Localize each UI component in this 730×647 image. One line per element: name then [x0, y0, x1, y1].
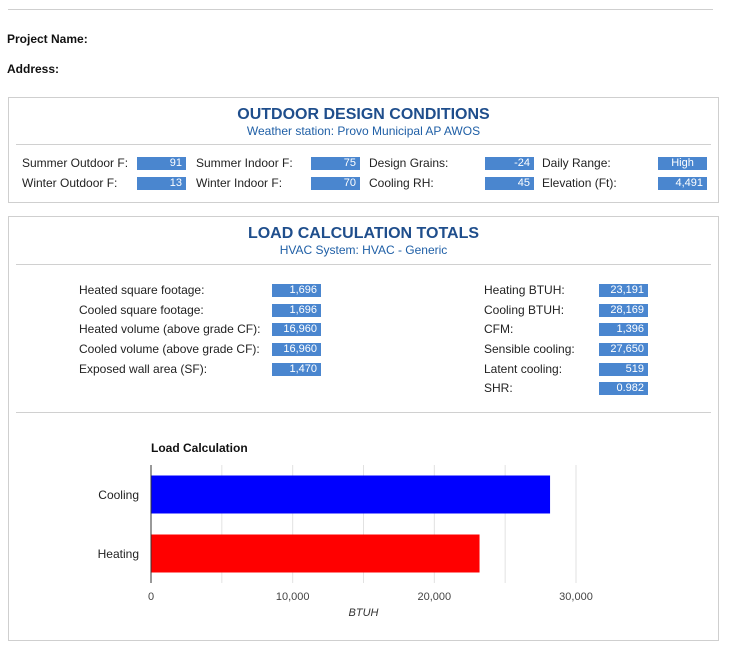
cooled-sqft-label: Cooled square footage: — [79, 303, 204, 317]
daily-range-label: Daily Range: — [542, 156, 611, 170]
load-calculation-chart: Load Calculation Cooling Heating 0 10,000 20… — [69, 435, 629, 635]
x-axis-title: BTUH — [348, 607, 379, 619]
shr-value: 0.982 — [599, 382, 648, 395]
top-edge-marks — [578, 0, 664, 4]
design-grains-label: Design Grains: — [369, 156, 449, 170]
category-label-heating: Heating — [97, 546, 139, 561]
exposed-wall-label: Exposed wall area (SF): — [79, 362, 208, 376]
cooling-rh-label: Cooling RH: — [369, 176, 434, 190]
cfm-value: 1,396 — [599, 323, 648, 336]
x-tick-label: 30,000 — [559, 591, 593, 603]
sensible-cooling-value: 27,650 — [599, 343, 648, 356]
outdoor-divider — [16, 144, 711, 145]
summer-outdoor-value: 91 — [137, 157, 186, 170]
winter-outdoor-value: 13 — [137, 177, 186, 190]
design-grains-value: -24 — [485, 157, 534, 170]
hvac-system-subtitle: HVAC System: HVAC - Generic — [279, 243, 448, 257]
winter-indoor-value: 70 — [311, 177, 360, 190]
outdoor-design-conditions-panel: OUTDOOR DESIGN CONDITIONS Weather statio… — [8, 97, 719, 203]
bar-heating — [151, 534, 480, 573]
x-tick-label: 10,000 — [275, 591, 310, 603]
cooled-sqft-value: 1,696 — [272, 304, 321, 317]
heating-btuh-label: Heating BTUH: — [484, 283, 565, 297]
winter-indoor-label: Winter Indoor F: — [196, 176, 283, 190]
winter-outdoor-label: Winter Outdoor F: — [22, 176, 118, 190]
bar-cooling — [151, 475, 551, 514]
address-label: Address: — [7, 62, 60, 76]
chart-plot-area — [150, 465, 577, 583]
daily-range-value: High — [658, 157, 707, 170]
project-name-label: Project Name: — [7, 32, 88, 46]
latent-cooling-value: 519 — [599, 363, 648, 376]
load-divider-top — [16, 264, 711, 265]
latent-cooling-label: Latent cooling: — [484, 362, 563, 376]
elevation-label: Elevation (Ft): — [542, 176, 617, 190]
load-divider-bottom — [16, 412, 711, 413]
load-title: LOAD CALCULATION TOTALS — [247, 225, 480, 242]
heated-volume-label: Heated volume (above grade CF): — [79, 322, 261, 336]
category-label-cooling: Cooling — [98, 487, 139, 502]
summer-indoor-value: 75 — [311, 157, 360, 170]
x-tick-label: 20,000 — [417, 591, 452, 603]
cooled-volume-label: Cooled volume (above grade CF): — [79, 342, 260, 356]
exposed-wall-value: 1,470 — [272, 363, 321, 376]
cfm-label: CFM: — [484, 322, 514, 336]
header-rule — [8, 9, 713, 10]
cooling-btuh-value: 28,169 — [599, 304, 648, 317]
heating-btuh-value: 23,191 — [599, 284, 648, 297]
weather-station-subtitle: Weather station: Provo Municipal AP AWOS — [246, 124, 481, 138]
cooling-btuh-label: Cooling BTUH: — [484, 303, 565, 317]
outdoor-title: OUTDOOR DESIGN CONDITIONS — [237, 106, 490, 123]
load-calculation-totals-panel: LOAD CALCULATION TOTALS HVAC System: HVA… — [8, 216, 719, 641]
x-tick-label: 0 — [147, 591, 155, 603]
cooling-rh-value: 45 — [485, 177, 534, 190]
heated-sqft-label: Heated square footage: — [79, 283, 205, 297]
shr-label: SHR: — [484, 381, 513, 395]
sensible-cooling-label: Sensible cooling: — [484, 342, 575, 356]
summer-indoor-label: Summer Indoor F: — [196, 156, 293, 170]
summer-outdoor-label: Summer Outdoor F: — [22, 156, 129, 170]
elevation-value: 4,491 — [658, 177, 707, 190]
heated-sqft-value: 1,696 — [272, 284, 321, 297]
cooled-volume-value: 16,960 — [272, 343, 321, 356]
heated-volume-value: 16,960 — [272, 323, 321, 336]
chart-title: Load Calculation — [151, 441, 248, 455]
